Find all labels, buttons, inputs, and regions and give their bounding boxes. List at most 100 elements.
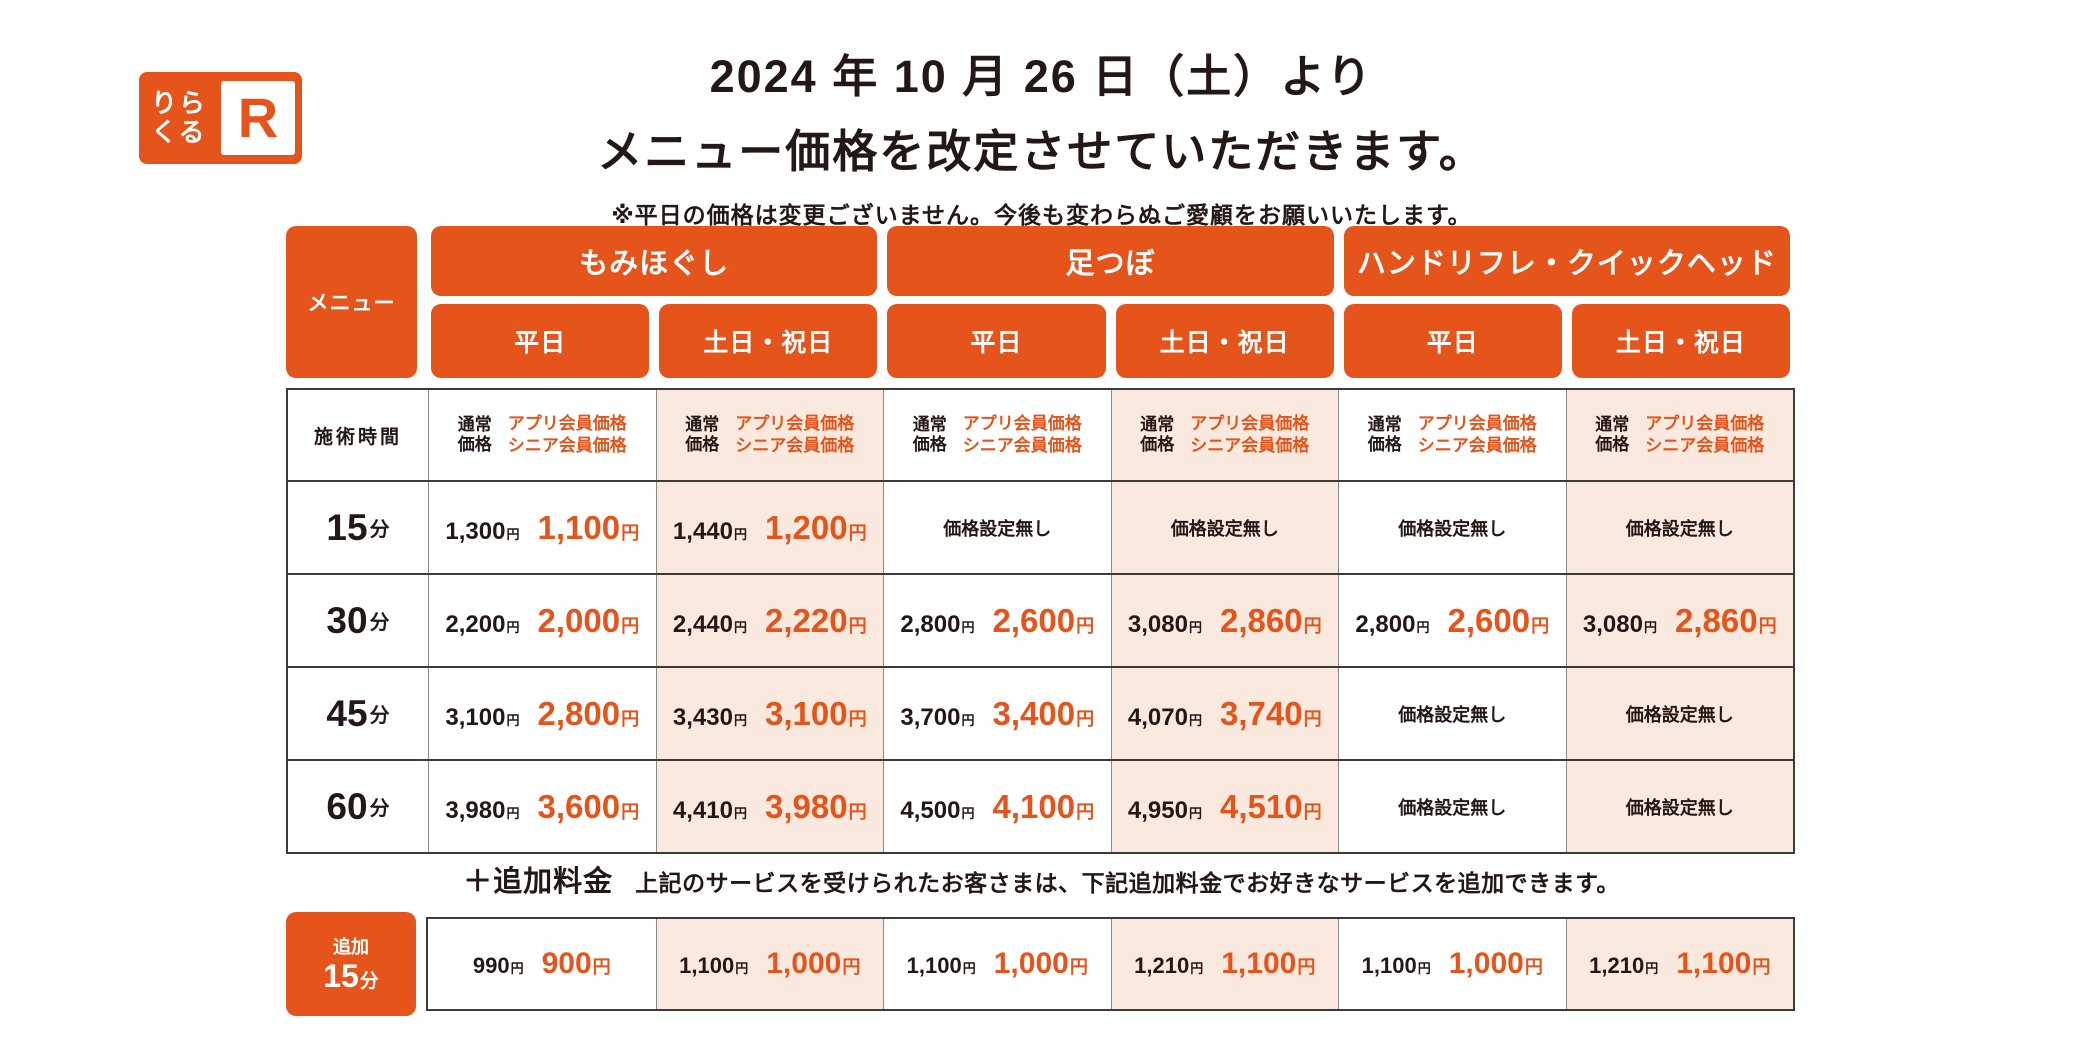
time-unit: 分 (369, 705, 390, 727)
yen-unit: 円 (1297, 957, 1316, 977)
day-header-0-1: 土日・祝日 (659, 304, 878, 378)
addon-price-cell: 1,100円 1,000円 (655, 919, 883, 1009)
yen-unit: 円 (1069, 957, 1088, 977)
price-cell: 価格設定無し (1338, 761, 1566, 852)
yen-unit: 円 (1188, 712, 1202, 728)
price-pair: 3,430円 3,100円 (673, 695, 867, 733)
normal-price: 3,080円 (1127, 610, 1202, 638)
member-price-header: アプリ会員価格 シニア会員価格 (1417, 413, 1537, 455)
member-price: 2,600円 (992, 601, 1095, 639)
normal-price: 3,980円 (445, 796, 520, 824)
normal-price: 2,800円 (1355, 610, 1430, 638)
price-row-30min: 30 分 2,200円 2,000円 2,440円 2,220円 2,800円 2,600円 3… (288, 573, 1793, 666)
yen-unit: 円 (1188, 805, 1202, 821)
price-cell: 3,100円 2,800円 (428, 668, 656, 759)
yen-unit: 円 (848, 615, 867, 636)
time-cell: 30 分 (288, 575, 428, 666)
day-header-1-1: 土日・祝日 (1115, 304, 1334, 378)
member-price-header: アプリ会員価格 シニア会員価格 (962, 413, 1082, 455)
yen-unit: 円 (1188, 619, 1202, 635)
member-price: 2,000円 (537, 601, 640, 639)
member-price: 1,100円 (1676, 947, 1771, 980)
day-header-2-1: 土日・祝日 (1571, 304, 1790, 378)
member-price: 4,100円 (992, 787, 1095, 825)
normal-price: 3,430円 (672, 703, 747, 731)
price-column-header: 通常 価格 アプリ会員価格 シニア会員価格 (1565, 390, 1793, 480)
addon-label-time: 15分 (323, 958, 379, 995)
member-price: 1,100円 (1221, 947, 1316, 980)
yen-unit: 円 (848, 801, 867, 822)
logo-text: りら くる (151, 89, 207, 146)
price-cell: 価格設定無し (1338, 482, 1566, 573)
price-cell: 3,080円 2,860円 (1565, 575, 1793, 666)
price-cell: 2,200円 2,000円 (428, 575, 656, 666)
yen-unit: 円 (962, 961, 976, 976)
yen-unit: 円 (1303, 708, 1322, 729)
yen-unit: 円 (735, 961, 749, 976)
normal-price-header: 通常 価格 (912, 414, 947, 454)
price-column-header: 通常 価格 アプリ会員価格 シニア会員価格 (428, 390, 656, 480)
rirakuru-logo: りら くる R (139, 72, 302, 164)
normal-price: 2,800円 (900, 610, 975, 638)
price-pair: 4,950円 4,510円 (1128, 788, 1322, 826)
price-column-header: 通常 価格 アプリ会員価格 シニア会員価格 (655, 390, 883, 480)
price-pair: 2,440円 2,220円 (673, 602, 867, 640)
member-price: 1,200円 (764, 508, 867, 546)
time-value: 45 (326, 692, 368, 734)
price-cell: 4,950円 4,510円 (1110, 761, 1338, 852)
member-price: 3,100円 (764, 694, 867, 732)
time-unit: 分 (369, 519, 390, 541)
yen-unit: 円 (733, 619, 747, 635)
price-row-15min: 15 分 1,300円 1,100円 1,440円 1,200円 価格設定無し 価格設定無し 価… (288, 480, 1793, 573)
price-pair: 3,080円 2,860円 (1583, 602, 1777, 640)
price-column-header: 通常 価格 アプリ会員価格 シニア会員価格 (883, 390, 1111, 480)
normal-price: 1,100円 (1361, 953, 1431, 978)
member-price: 3,740円 (1219, 694, 1322, 732)
yen-unit: 円 (621, 522, 640, 543)
logo-text-bottom: くる (151, 117, 207, 147)
member-price: 2,860円 (1219, 601, 1322, 639)
price-pair: 4,070円 3,740円 (1128, 695, 1322, 733)
price-row-45min: 45 分 3,100円 2,800円 3,430円 3,100円 3,700円 3,400円 4… (288, 666, 1793, 759)
category-header-2: ハンドリフレ・クイックヘッド (1343, 226, 1790, 296)
title-line-2: メニュー価格を改定させていただきます。 (597, 126, 1486, 177)
addon-label-top: 追加 (333, 937, 369, 958)
yen-unit: 円 (506, 526, 520, 542)
addon-heading: ＋追加料金 (463, 866, 614, 898)
normal-price: 4,070円 (1127, 703, 1202, 731)
category-header-1: 足つぼ (887, 226, 1334, 296)
normal-price-header: 通常 価格 (685, 414, 720, 454)
yen-unit: 円 (1752, 957, 1771, 977)
price-cell: 2,800円 2,600円 (1338, 575, 1566, 666)
normal-price-header: 通常 価格 (457, 414, 492, 454)
normal-price: 4,500円 (900, 796, 975, 824)
yen-unit: 円 (961, 805, 975, 821)
no-price-label: 価格設定無し (1398, 797, 1507, 818)
normal-price: 1,100円 (679, 953, 749, 978)
member-price: 1,100円 (537, 508, 640, 546)
yen-unit: 円 (1645, 961, 1659, 976)
yen-unit: 円 (1303, 801, 1322, 822)
time-value: 15 (326, 506, 368, 548)
member-price: 2,800円 (537, 694, 640, 732)
yen-unit: 円 (1190, 961, 1204, 976)
price-cell: 2,440円 2,220円 (655, 575, 883, 666)
no-price-label: 価格設定無し (1625, 704, 1734, 725)
time-unit: 分 (369, 612, 390, 634)
time-value: 60 (326, 785, 368, 827)
menu-corner-label: メニュー (286, 226, 417, 378)
member-price: 3,600円 (537, 787, 640, 825)
normal-price: 990円 (472, 953, 524, 978)
no-price-label: 価格設定無し (1398, 704, 1507, 725)
yen-unit: 円 (1076, 801, 1095, 822)
member-price-header: アプリ会員価格 シニア会員価格 (1645, 413, 1765, 455)
price-pair: 1,210円 1,100円 (1134, 947, 1315, 981)
yen-unit: 円 (1531, 615, 1550, 636)
member-price: 900円 (541, 947, 611, 980)
time-cell: 45 分 (288, 668, 428, 759)
price-row-60min: 60 分 3,980円 3,600円 4,410円 3,980円 4,500円 4,100円 4… (288, 759, 1793, 852)
member-price: 4,510円 (1219, 787, 1322, 825)
yen-unit: 円 (733, 805, 747, 821)
price-pair: 2,800円 2,600円 (900, 602, 1094, 640)
